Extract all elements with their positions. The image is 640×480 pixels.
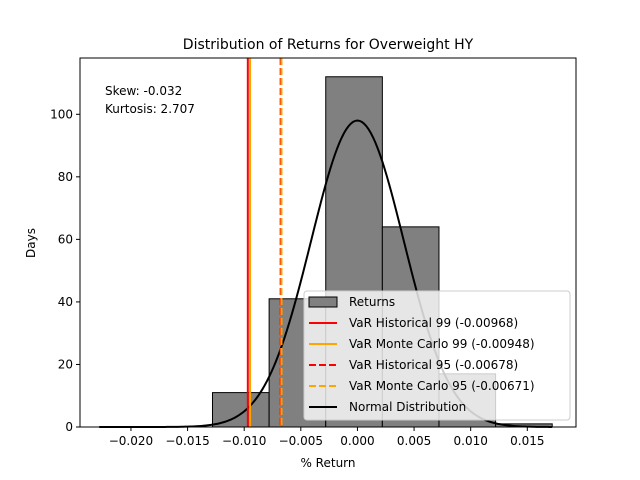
x-tick-label-4: 0.000: [340, 434, 374, 448]
legend-box: [303, 290, 571, 421]
legend-label-2: VaR Monte Carlo 99 (-0.00948): [349, 337, 535, 351]
y-tick-label-5: 100: [50, 107, 73, 121]
legend-label-3: VaR Historical 95 (-0.00678): [349, 358, 518, 372]
plot-frame: [79, 57, 577, 428]
x-tick-label-7: 0.015: [510, 434, 544, 448]
x-tick-label-2: −0.010: [222, 434, 266, 448]
kurtosis-stat: Kurtosis: 2.707: [105, 102, 195, 116]
y-tick-label-2: 40: [58, 295, 73, 309]
y-tick-label-1: 20: [58, 357, 73, 371]
y-tick-label-4: 80: [58, 170, 73, 184]
y-tick-label-0: 0: [65, 420, 73, 434]
legend-swatch-returns: [308, 296, 338, 308]
var-lines: [246, 58, 283, 427]
legend-label-1: VaR Historical 99 (-0.00968): [349, 316, 518, 330]
y-axis-label: Days: [24, 228, 38, 258]
legend-label-0: Returns: [349, 295, 395, 309]
x-tick-label-3: −0.005: [279, 434, 323, 448]
y-axis: 0 20 40 60 80 100: [50, 107, 80, 434]
x-tick-label-1: −0.015: [165, 434, 209, 448]
x-axis-label: % Return: [300, 456, 355, 470]
chart-title: Distribution of Returns for Overweight H…: [183, 37, 474, 53]
histogram-bar-2: [211, 392, 270, 428]
skew-stat: Skew: -0.032: [105, 84, 182, 98]
legend-label-5: Normal Distribution: [349, 400, 466, 414]
x-tick-label-5: 0.005: [397, 434, 431, 448]
y-tick-label-3: 60: [58, 232, 73, 246]
legend-label-4: VaR Monte Carlo 95 (-0.00671): [349, 379, 535, 393]
legend: Returns VaR Historical 99 (-0.00968) VaR M…: [303, 290, 571, 421]
x-tick-label-0: −0.020: [109, 434, 153, 448]
x-axis: −0.020 −0.015 −0.010 −0.005 0.000 0.005 0.010 0…: [109, 427, 544, 448]
x-tick-label-6: 0.010: [454, 434, 488, 448]
